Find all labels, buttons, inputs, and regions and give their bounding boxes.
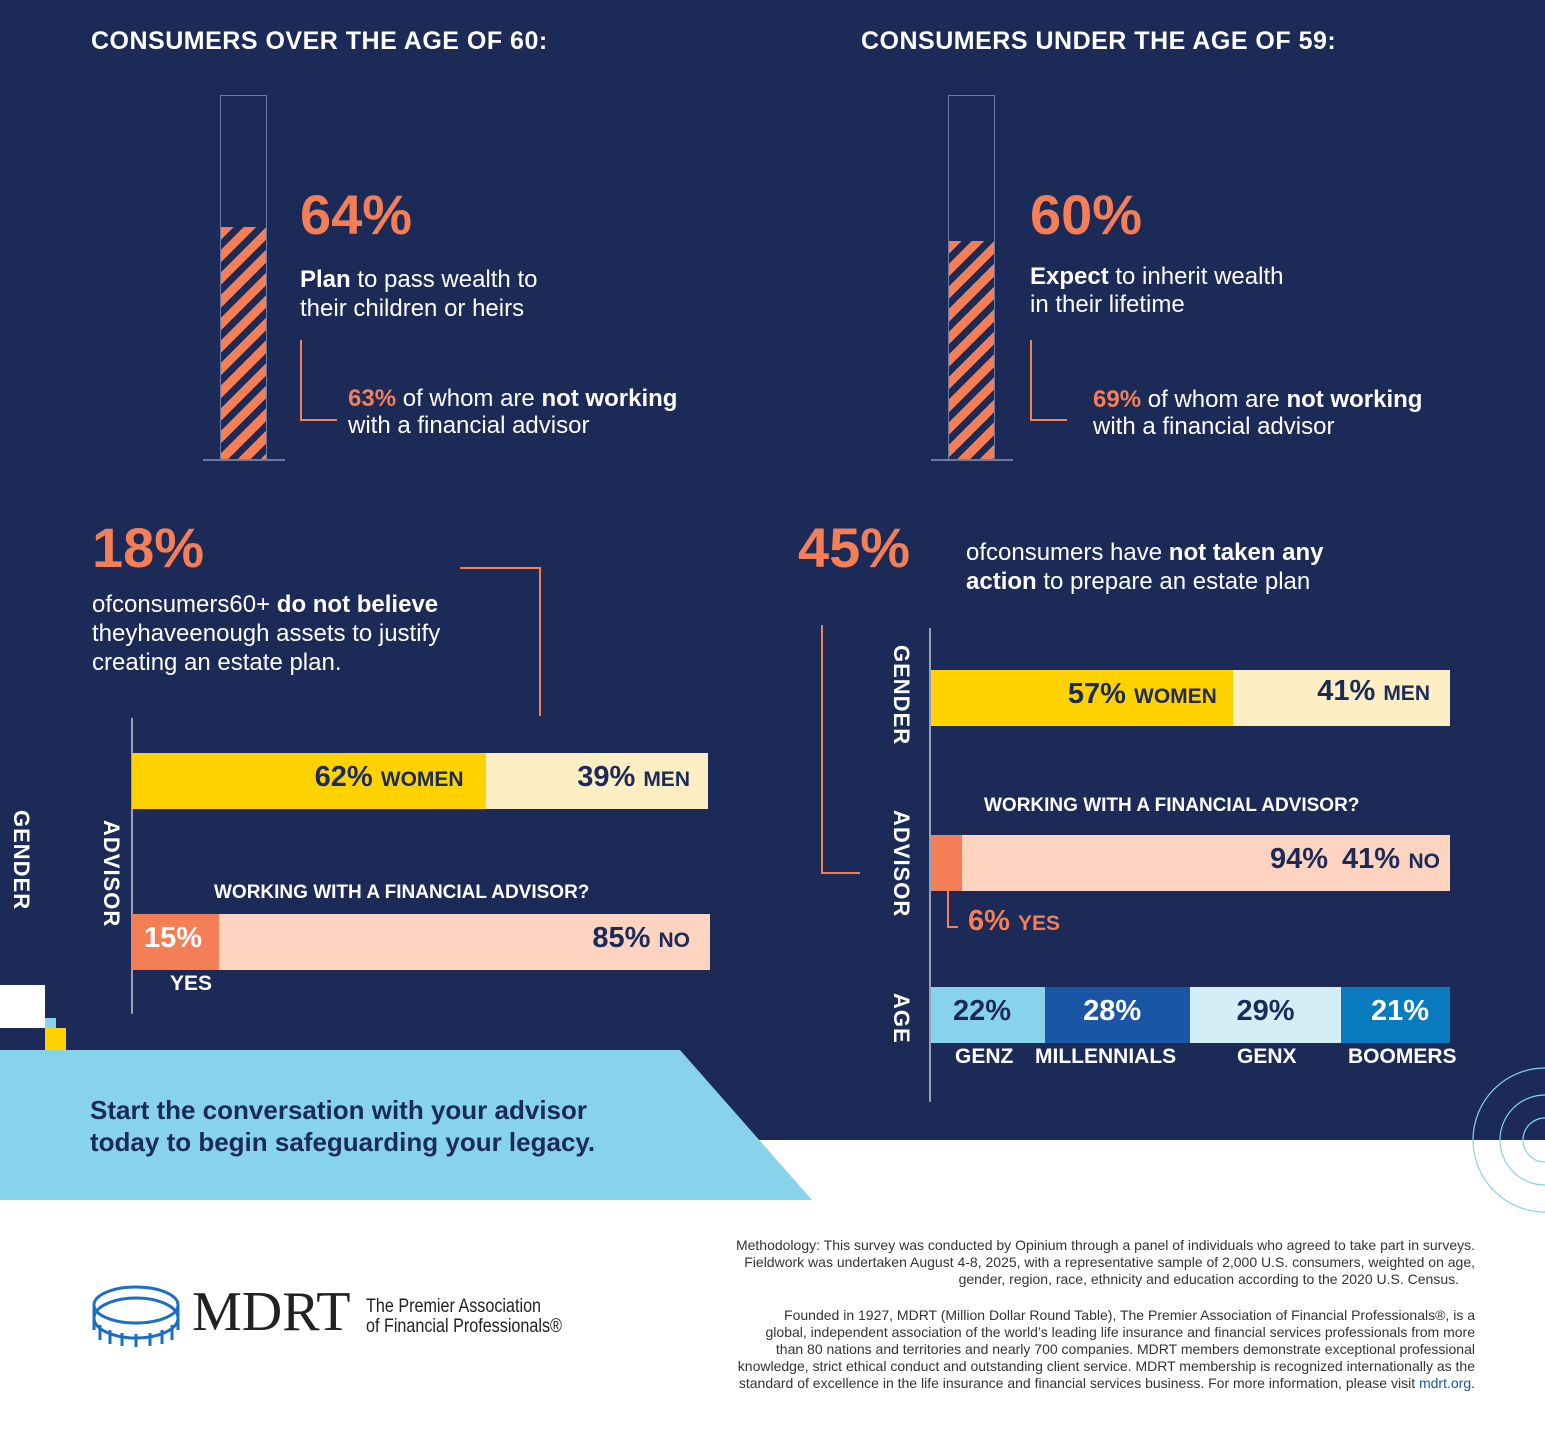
- right-stat2-text: ofconsumers have not taken any action to…: [966, 539, 1324, 595]
- bar-genx: 29%: [1190, 987, 1341, 1043]
- right-stat2-value: 45%: [798, 516, 911, 579]
- gender-axis-label: GENDER: [9, 810, 34, 911]
- age-axis-label: AGE: [889, 993, 914, 1044]
- bracket-line: [947, 926, 958, 928]
- bar-women: 62% WOMEN: [132, 753, 486, 809]
- advisor-axis-label: ADVISOR: [99, 820, 124, 928]
- left-stat2-text: ofconsumers60+ do not believe theyhaveeno…: [92, 591, 441, 676]
- about: Founded in 1927, MDRT (Million Dollar Ro…: [737, 1307, 1475, 1391]
- bar-men: 41% MEN: [1232, 670, 1450, 726]
- mdrt-logo-wordmark: MDRT: [192, 1281, 351, 1343]
- right-heading: CONSUMERS UNDER THE AGE OF 59:: [861, 27, 1337, 55]
- bar-women: 57% WOMEN: [931, 670, 1233, 726]
- advisor-question: WORKING WITH A FINANCIAL ADVISOR?: [214, 882, 590, 903]
- overlap-value-label: 41%: [1341, 843, 1400, 875]
- right-stat-text: Expect to inherit wealth in their lifeti…: [1030, 263, 1284, 318]
- right-thermometer-base: [931, 459, 1013, 461]
- decor-square: [45, 1018, 56, 1028]
- right-age-bar: 22% 28% 29% 21%: [931, 987, 1450, 1043]
- bar-no: 94% 41% NO: [962, 835, 1450, 891]
- left-sub-text: 63% of whom are not working with a financ…: [348, 385, 678, 439]
- no-value-label: 94%: [1269, 843, 1328, 875]
- left-thermometer: [220, 95, 267, 460]
- yes-label: YES: [170, 972, 213, 995]
- left-stat2-value: 18%: [92, 516, 205, 579]
- bar-millennials: 28%: [1045, 987, 1191, 1043]
- left-advisor-bar: 15% 85% NO: [132, 914, 710, 970]
- connector-line: [460, 567, 541, 569]
- concentric-circles-decor: [1472, 1067, 1545, 1213]
- bar-genz: 22%: [931, 987, 1046, 1043]
- gender-axis-label: GENDER: [889, 645, 914, 746]
- genz-label: GENZ: [955, 1045, 1014, 1068]
- bar-men: 39% MEN: [485, 753, 708, 809]
- axis-line: [131, 718, 133, 1014]
- right-sub-text: 69% of whom are not working with a financ…: [1093, 386, 1423, 440]
- left-stat-text: Plan to pass wealth to their children or…: [300, 266, 538, 322]
- bar-no: 85% NO: [218, 914, 710, 970]
- left-heading: CONSUMERS OVER THE AGE OF 60:: [91, 27, 548, 55]
- yes-label: 6% YES: [968, 905, 1061, 937]
- right-thermometer: [948, 95, 995, 460]
- decor-square: [45, 1028, 66, 1050]
- bracket-line: [1030, 340, 1032, 421]
- right-gender-bar: 57% WOMEN 41% MEN: [931, 670, 1450, 726]
- connector-line: [821, 625, 823, 874]
- connector-line: [539, 567, 541, 716]
- genx-label: GENX: [1237, 1045, 1297, 1068]
- methodology: Methodology: This survey was conducted b…: [735, 1237, 1475, 1287]
- left-stat-value: 64%: [300, 183, 413, 246]
- axis-line: [929, 628, 931, 1102]
- connector-line: [821, 872, 860, 874]
- left-thermometer-fill: [221, 226, 266, 459]
- bar-boomers: 21%: [1340, 987, 1450, 1043]
- bracket-line: [1030, 419, 1067, 421]
- right-thermometer-fill: [949, 241, 994, 459]
- mdrt-logo-icon: [92, 1285, 180, 1347]
- bar-yes: [931, 835, 963, 891]
- advisor-question: WORKING WITH A FINANCIAL ADVISOR?: [984, 795, 1360, 816]
- right-advisor-bar: 94% 41% NO: [931, 835, 1450, 891]
- decor-square: [0, 985, 45, 1028]
- bar-yes: 15%: [132, 914, 219, 970]
- mdrt-link[interactable]: mdrt.org: [1418, 1375, 1472, 1391]
- footer-text: Methodology: This survey was conducted b…: [615, 1237, 1475, 1392]
- right-stat-value: 60%: [1030, 183, 1143, 246]
- cta-text: Start the conversation with your advisor…: [90, 1095, 596, 1157]
- bracket-line: [300, 340, 302, 421]
- left-gender-bar: 62% WOMEN 39% MEN: [132, 753, 708, 809]
- boomers-label: BOOMERS: [1348, 1045, 1457, 1068]
- millennials-label: MILLENNIALS: [1035, 1045, 1177, 1068]
- left-thermometer-base: [203, 459, 285, 461]
- cta-banner: [0, 1050, 812, 1200]
- logo-tagline: The Premier Association of Financial Prof…: [366, 1296, 562, 1337]
- bracket-line: [947, 890, 949, 928]
- advisor-axis-label: ADVISOR: [889, 810, 914, 918]
- bracket-line: [300, 419, 337, 421]
